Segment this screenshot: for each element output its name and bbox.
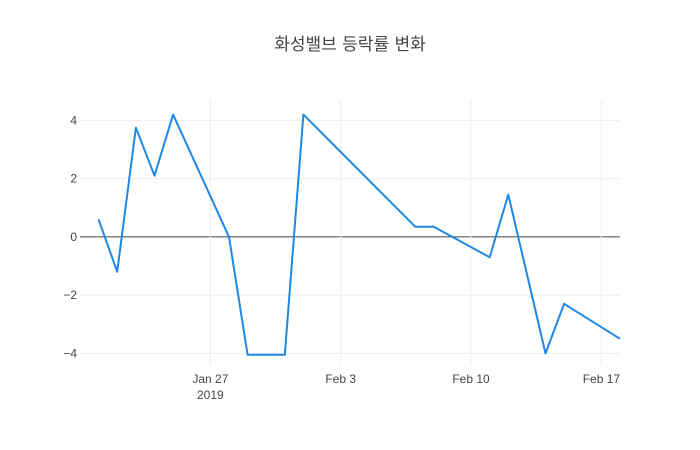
grid-layer — [80, 100, 620, 365]
chart-title: 화성밸브 등락률 변화 — [274, 35, 426, 55]
y-tick-label: 4 — [70, 113, 77, 127]
x-tick-label: Feb 17 — [583, 372, 621, 386]
y-tick-label: −2 — [63, 288, 77, 302]
x-tick-label: Jan 27 — [192, 372, 228, 386]
x-tick-label: Feb 10 — [452, 372, 490, 386]
y-tick-label: 2 — [70, 172, 77, 186]
y-tick-label: −4 — [63, 346, 77, 360]
axis-layer: 4 2 0 −2 −4 Jan 27 2019 Feb 3 Feb 10 Feb 17 — [63, 113, 620, 402]
series-layer — [97, 113, 621, 356]
x-tick-label: Feb 3 — [325, 372, 356, 386]
x-tick-sublabel: 2019 — [197, 388, 224, 402]
y-tick-label: 0 — [70, 230, 77, 244]
series-line — [97, 113, 621, 356]
